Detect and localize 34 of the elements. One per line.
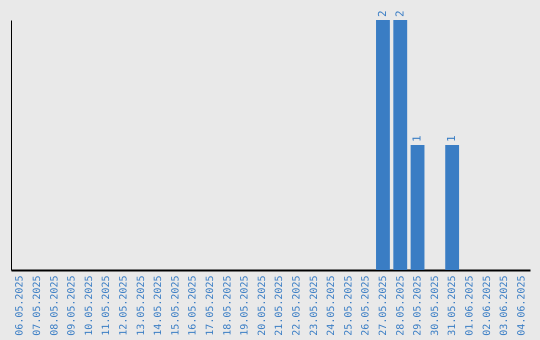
x-tick-label: 16.05.2025	[188, 276, 199, 336]
x-tick-label: 25.05.2025	[343, 276, 354, 336]
data-label: 2	[376, 10, 389, 17]
x-tick-label: 06.05.2025	[14, 276, 26, 336]
x-tick-label: 23.05.2025	[308, 276, 320, 336]
x-tick-label: 02.06.2025	[482, 276, 493, 336]
x-tick-label: 09.05.2025	[66, 276, 78, 336]
x-tick-label: 14.05.2025	[153, 276, 164, 336]
x-tick-label: 01.06.2025	[464, 276, 476, 336]
x-tick-label: 11.05.2025	[101, 276, 112, 336]
x-tick-label: 30.05.2025	[430, 276, 441, 336]
x-tick-label: 17.05.2025	[204, 276, 216, 336]
data-label: 1	[410, 135, 424, 142]
x-tick-label: 31.05.2025	[447, 276, 458, 336]
x-tick-label: 21.05.2025	[274, 276, 286, 336]
x-tick-label: 13.05.2025	[136, 276, 147, 336]
x-tick-label: 08.05.2025	[49, 276, 60, 336]
x-tick-label: 28.05.2025	[395, 276, 406, 336]
x-tick-label: 19.05.2025	[240, 276, 251, 336]
x-tick-label: 29.05.2025	[412, 276, 424, 336]
x-tick-label: 27.05.2025	[378, 276, 389, 336]
x-tick-label: 03.06.2025	[499, 276, 510, 336]
x-tick-label: 22.05.2025	[291, 276, 302, 336]
x-tick-label: 07.05.2025	[32, 276, 43, 336]
x-tick-label: 15.05.2025	[170, 276, 182, 336]
x-tick-label: 12.05.2025	[118, 276, 130, 336]
x-tick-label: 20.05.2025	[256, 276, 268, 336]
x-tick-label: 24.05.2025	[326, 276, 338, 336]
data-label: 1	[445, 135, 458, 142]
x-tick-label: 26.05.2025	[360, 276, 372, 336]
x-tick-label: 04.06.2025	[516, 276, 528, 336]
x-tick-label: 10.05.2025	[84, 276, 95, 336]
x-tick-label: 18.05.2025	[222, 276, 234, 336]
data-label: 2	[393, 10, 406, 17]
